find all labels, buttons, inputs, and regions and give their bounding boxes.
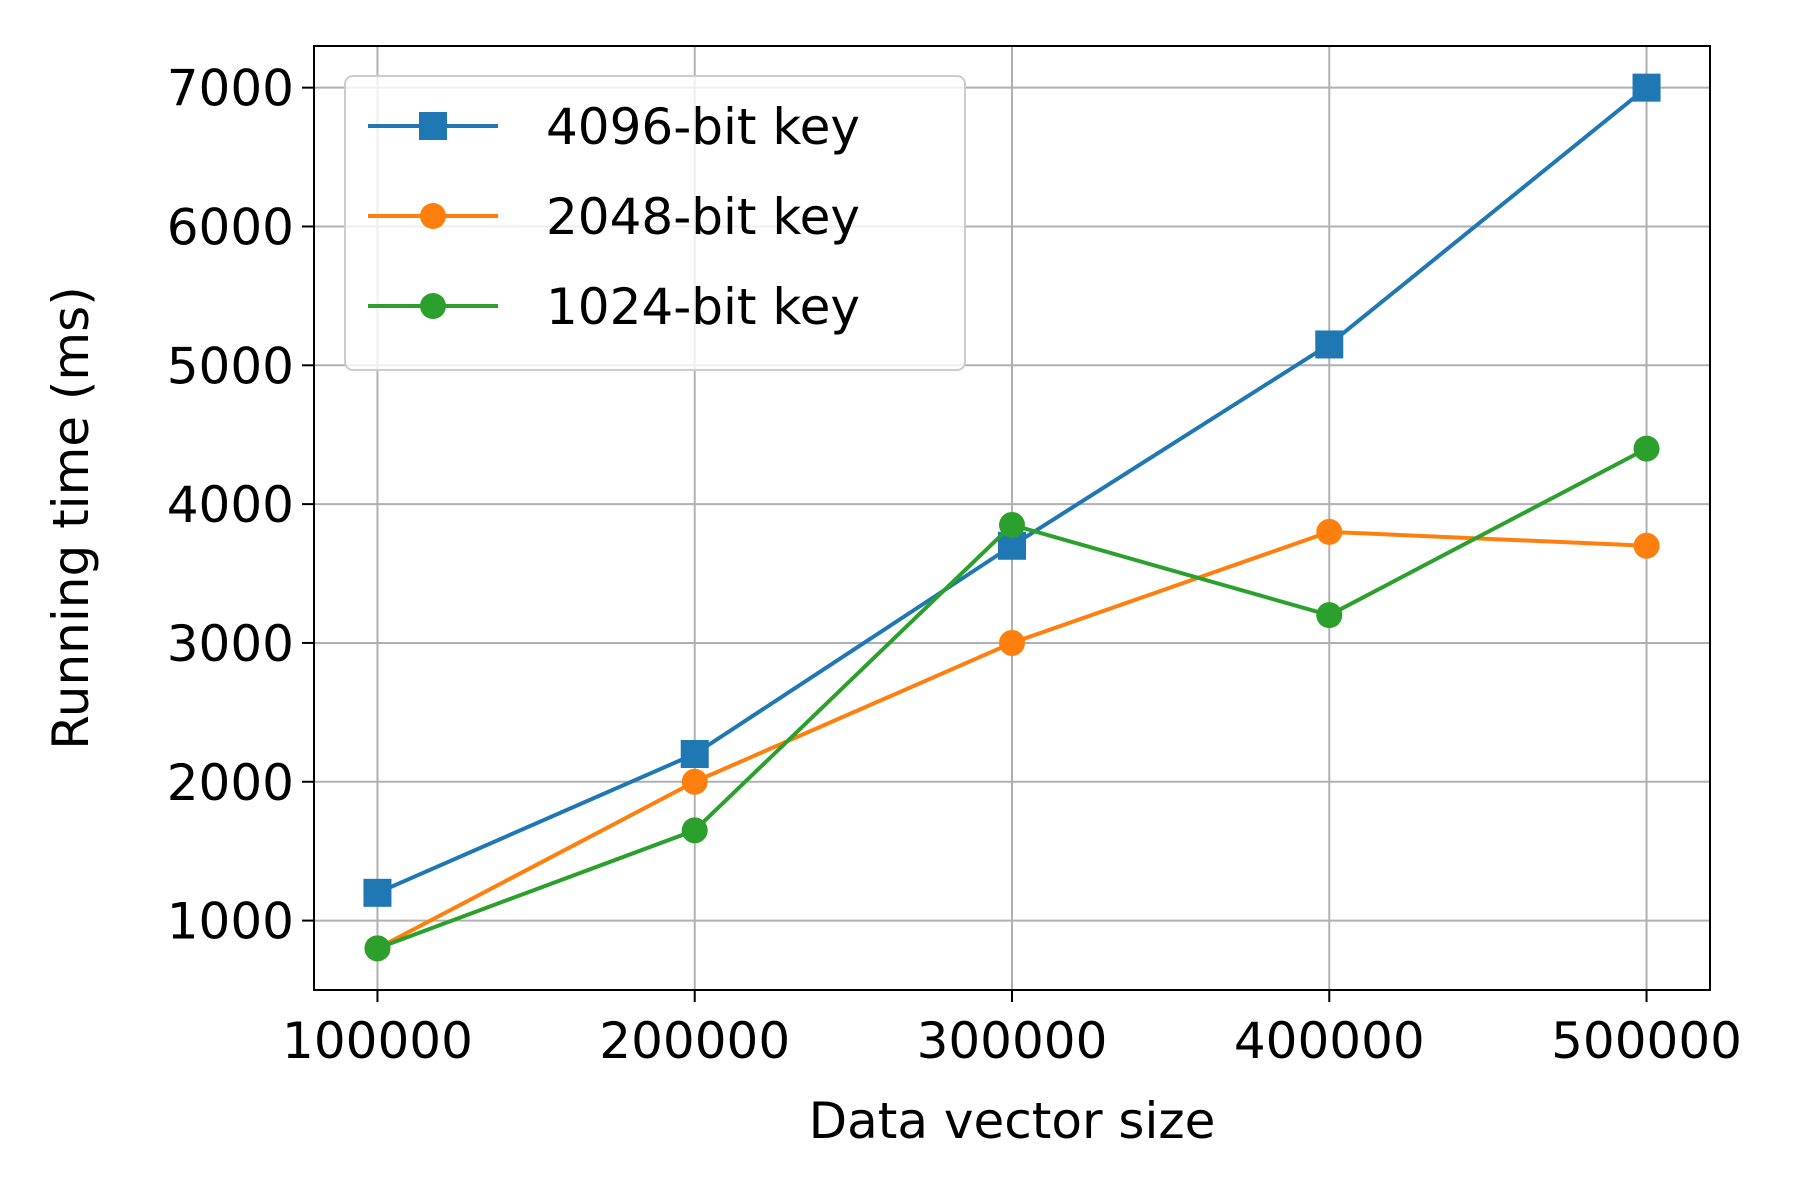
y-tick-label: 4000 bbox=[167, 476, 294, 534]
y-tick-label: 5000 bbox=[167, 337, 294, 395]
data-point bbox=[1315, 330, 1344, 359]
x-tick-label: 500000 bbox=[1551, 1012, 1742, 1070]
legend-marker bbox=[419, 112, 447, 140]
data-point bbox=[681, 768, 708, 795]
data-point bbox=[1633, 435, 1660, 462]
legend-item: 4096-bit key bbox=[368, 98, 860, 156]
x-tick-label: 100000 bbox=[282, 1012, 473, 1070]
data-point bbox=[363, 878, 392, 907]
data-point bbox=[1632, 73, 1661, 102]
legend-item: 2048-bit key bbox=[368, 188, 860, 246]
y-axis-label: Running time (ms) bbox=[42, 286, 100, 749]
legend-label: 1024-bit key bbox=[546, 278, 860, 336]
data-point bbox=[1316, 518, 1343, 545]
legend-marker bbox=[420, 293, 446, 319]
x-tick-label: 200000 bbox=[599, 1012, 790, 1070]
data-point bbox=[681, 817, 708, 844]
series-layer bbox=[363, 73, 1661, 962]
y-tick-label: 7000 bbox=[167, 60, 294, 118]
y-tick-label: 3000 bbox=[167, 615, 294, 673]
data-point bbox=[1316, 602, 1343, 629]
data-point bbox=[999, 629, 1025, 656]
legend-marker bbox=[420, 203, 446, 229]
series-3 bbox=[364, 435, 1660, 962]
x-tick-label: 400000 bbox=[1234, 1012, 1425, 1070]
data-point bbox=[364, 935, 391, 962]
legend: 4096-bit key 2048-bit key 1024-bit key bbox=[344, 75, 966, 371]
series-1 bbox=[363, 73, 1661, 907]
y-tick-label: 6000 bbox=[167, 198, 294, 256]
y-tick-label: 1000 bbox=[167, 893, 294, 951]
legend-label: 4096-bit key bbox=[546, 98, 860, 156]
y-tick-label: 2000 bbox=[167, 754, 294, 812]
axis-ticks: 100000 200000 300000 400000 500000 1000 2000 30… bbox=[167, 60, 1742, 1070]
data-point bbox=[680, 740, 709, 768]
x-tick-label: 300000 bbox=[917, 1012, 1108, 1070]
data-point bbox=[1633, 532, 1660, 559]
legend-item: 1024-bit key bbox=[368, 278, 860, 336]
legend-label: 2048-bit key bbox=[546, 188, 860, 246]
x-axis-label: Data vector size bbox=[809, 1092, 1216, 1150]
data-point bbox=[999, 511, 1025, 538]
legend-box bbox=[344, 75, 966, 371]
